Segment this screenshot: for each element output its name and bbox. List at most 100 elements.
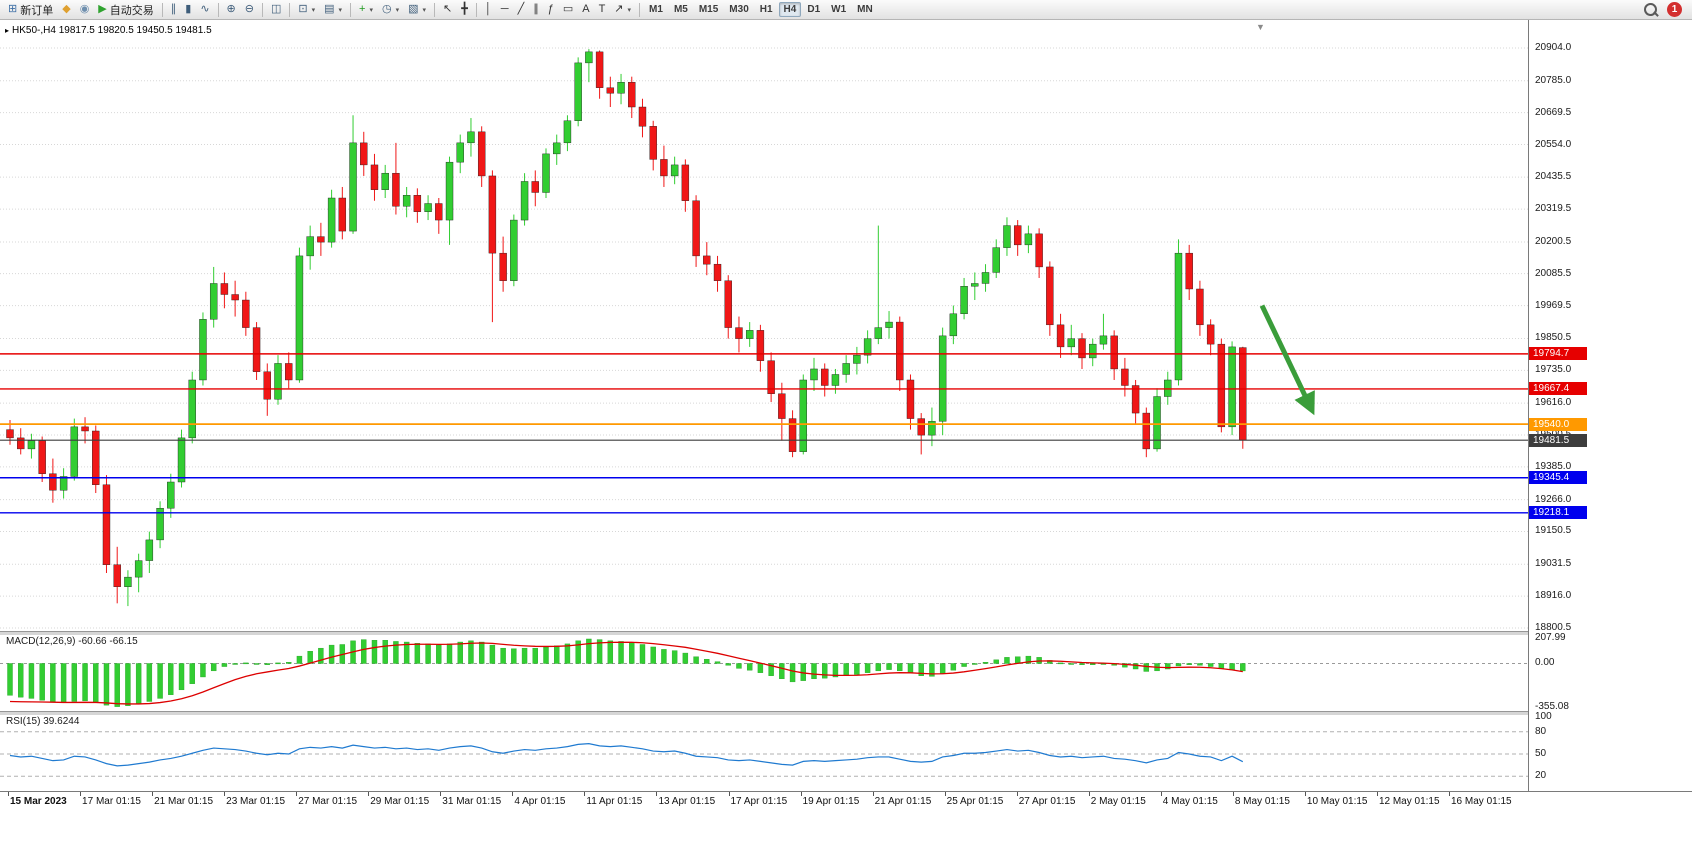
one-click-trading-icon[interactable]: ▸ xyxy=(5,26,10,35)
toolbar-separator xyxy=(639,2,641,17)
periods-button[interactable]: ◷ ▾ xyxy=(378,0,403,19)
metaeditor-button[interactable]: ◆ xyxy=(58,0,74,19)
arrow-objects-icon: ↗ xyxy=(614,3,624,15)
timeframe-w1-button[interactable]: W1 xyxy=(831,4,847,15)
guide-icon: ◉ xyxy=(79,3,90,15)
timeframe-h1-button[interactable]: H1 xyxy=(759,4,773,15)
crosshair-button[interactable]: ╋ xyxy=(457,0,472,19)
price-axis[interactable]: 20904.0 20785.0 20669.5 20554.0 20435.5 20319… xyxy=(1528,20,1692,791)
macd-indicator-panel[interactable] xyxy=(0,634,1528,711)
search-icon[interactable] xyxy=(1644,3,1657,16)
chevron-down-icon: ▾ xyxy=(422,6,427,14)
trendline-icon: ╱ xyxy=(517,3,525,15)
time-axis[interactable]: 15 Mar 2023 17 Mar 01:15 21 Mar 01:15 23 Ma… xyxy=(0,791,1692,811)
new-chart-button[interactable]: ⊡ ▾ xyxy=(294,0,319,19)
trendline-button[interactable]: ╱ xyxy=(514,0,529,19)
macd-panel-separator[interactable] xyxy=(0,631,1692,636)
time-tick xyxy=(800,792,802,796)
horizontal-line-button[interactable]: ─ xyxy=(497,0,513,19)
time-tick-label: 8 May 01:15 xyxy=(1234,796,1290,807)
chart-area[interactable]: ▸ HK50-,H4 19817.5 19820.5 19450.5 19481.… xyxy=(0,20,1692,855)
autotrading-label: 自动交易 xyxy=(109,4,154,17)
time-tick-label: 12 May 01:15 xyxy=(1378,796,1440,807)
templates-button[interactable]: ▧ ▾ xyxy=(404,0,430,19)
rsi-tick-label: 80 xyxy=(1535,725,1547,737)
equidistant-channel-button[interactable]: ∥ xyxy=(529,0,543,19)
price-tick-label: 19031.5 xyxy=(1535,558,1572,570)
arrow-objects-button[interactable]: ↗ ▾ xyxy=(610,0,635,19)
zoom-out-icon: ⊖ xyxy=(244,3,254,15)
text-icon: A xyxy=(582,3,590,15)
macd-label: MACD(12,26,9) -60.66 -66.15 xyxy=(6,636,138,647)
vertical-line-button[interactable]: │ xyxy=(481,0,496,19)
vertical-line-icon: │ xyxy=(484,3,492,15)
toolbar-separator xyxy=(217,2,219,17)
price-tick-label: 19850.5 xyxy=(1535,332,1572,344)
chevron-down-icon: ▾ xyxy=(395,6,400,14)
timeframe-m15-button[interactable]: M15 xyxy=(698,4,719,15)
guide-button[interactable]: ◉ xyxy=(76,0,94,19)
time-tick-label: 13 Apr 01:15 xyxy=(658,796,716,807)
autotrading-button[interactable]: ▶ 自动交易 xyxy=(94,0,157,19)
tile-windows-icon: ◫ xyxy=(270,3,282,15)
time-tick xyxy=(728,792,730,796)
time-tick-label: 29 Mar 01:15 xyxy=(370,796,430,807)
text-label-button[interactable]: T xyxy=(595,0,610,19)
toolbar-separator xyxy=(434,2,436,17)
macd-tick-label: 207.99 xyxy=(1535,632,1566,643)
new-order-button[interactable]: ⊞ 新订单 xyxy=(4,0,57,19)
line-chart-button[interactable]: ∿ xyxy=(196,0,213,19)
profiles-button[interactable]: ▤ ▾ xyxy=(320,0,346,19)
metaeditor-icon: ◆ xyxy=(62,3,71,15)
price-tick-label: 20200.5 xyxy=(1535,235,1572,247)
rsi-tick-label: 50 xyxy=(1535,748,1547,759)
indicators-button[interactable]: + ▾ xyxy=(355,0,377,19)
macd-tick-label: -355.08 xyxy=(1535,701,1569,712)
timeframe-m1-button[interactable]: M1 xyxy=(649,4,663,15)
time-tick-label: 15 Mar 2023 xyxy=(10,796,67,807)
zoom-in-button[interactable]: ⊕ xyxy=(223,0,240,19)
time-tick xyxy=(584,792,586,796)
time-tick xyxy=(656,792,658,796)
timeframe-d1-button[interactable]: D1 xyxy=(807,4,821,15)
cursor-icon: ↖ xyxy=(443,3,453,15)
profiles-icon: ▤ xyxy=(324,3,335,15)
time-tick-label: 11 Apr 01:15 xyxy=(586,796,643,807)
price-tick-label: 20319.5 xyxy=(1535,203,1572,215)
zoom-in-icon: ⊕ xyxy=(226,3,236,15)
time-tick-label: 21 Apr 01:15 xyxy=(874,796,932,807)
price-line-tag: 19540.0 xyxy=(1529,417,1587,431)
time-tick xyxy=(944,792,946,796)
chart-shift-marker-icon[interactable]: ▼ xyxy=(1256,22,1265,32)
shapes-button[interactable]: ▭ xyxy=(559,0,577,19)
text-button[interactable]: A xyxy=(578,0,593,19)
time-tick-label: 19 Apr 01:15 xyxy=(802,796,860,807)
zoom-out-button[interactable]: ⊖ xyxy=(241,0,258,19)
timeframe-mn-button[interactable]: MN xyxy=(857,4,873,15)
time-tick xyxy=(872,792,874,796)
time-tick-label: 23 Mar 01:15 xyxy=(226,796,286,807)
time-tick-label: 27 Apr 01:15 xyxy=(1018,796,1076,807)
toolbar-separator xyxy=(161,2,163,17)
rsi-indicator-panel[interactable] xyxy=(0,714,1528,791)
new-chart-icon: ⊡ xyxy=(298,3,308,15)
timeframe-m5-button[interactable]: M5 xyxy=(673,4,688,15)
bar-chart-button[interactable]: ∥ xyxy=(167,0,181,19)
rsi-panel-separator[interactable] xyxy=(0,711,1692,716)
line-chart-icon: ∿ xyxy=(200,3,210,15)
tile-windows-button[interactable]: ◫ xyxy=(267,0,285,19)
toolbar-separator xyxy=(475,2,477,17)
notification-badge[interactable]: 1 xyxy=(1667,2,1682,17)
price-tick-label: 19969.5 xyxy=(1535,299,1572,311)
time-tick-label: 10 May 01:15 xyxy=(1306,796,1368,807)
cursor-button[interactable]: ↖ xyxy=(439,0,456,19)
time-tick xyxy=(1016,792,1018,796)
time-tick xyxy=(152,792,154,796)
price-line-tag: 19345.4 xyxy=(1529,471,1587,485)
fibonacci-button[interactable]: ƒ xyxy=(544,0,558,19)
timeframe-m30-button[interactable]: M30 xyxy=(729,4,749,15)
main-price-chart[interactable] xyxy=(0,20,1528,631)
candlestick-chart-button[interactable]: ▮ xyxy=(181,0,195,19)
time-tick xyxy=(224,792,226,796)
timeframe-h4-button[interactable]: H4 xyxy=(778,2,802,17)
